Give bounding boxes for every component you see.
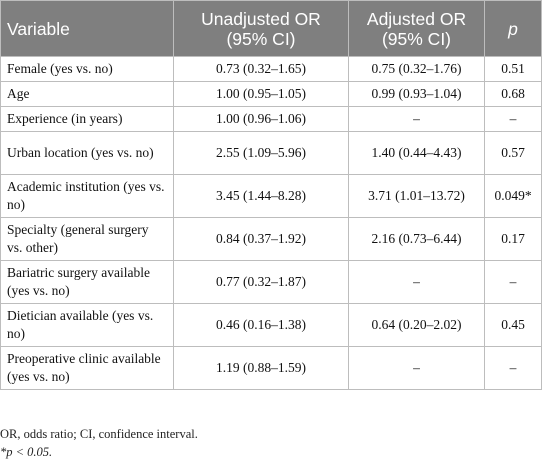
cell-unadjusted-or: 1.00 (0.96–1.06): [173, 106, 349, 132]
table-row: Academic institution (yes vs. no) 3.45 (…: [0, 174, 542, 218]
cell-p-value: 0.17: [484, 217, 542, 261]
footnote-significance-text: *p < 0.05.: [0, 445, 53, 459]
cell-p-value: 0.68: [484, 81, 542, 107]
cell-adjusted-or: –: [348, 106, 485, 132]
cell-p-value: 0.51: [484, 56, 542, 82]
table-row: Female (yes vs. no) 0.73 (0.32–1.65) 0.7…: [0, 56, 542, 82]
cell-p-value: –: [484, 106, 542, 132]
cell-adjusted-or: 0.75 (0.32–1.76): [348, 56, 485, 82]
cell-variable: Preoperative clinic available (yes vs. n…: [0, 346, 174, 390]
cell-unadjusted-or: 2.55 (1.09–5.96): [173, 131, 349, 175]
cell-variable: Specialty (general surgery vs. other): [0, 217, 174, 261]
cell-adjusted-or: 0.64 (0.20–2.02): [348, 303, 485, 347]
footnote-significance: *p < 0.05.: [0, 445, 52, 460]
cell-unadjusted-or: 3.45 (1.44–8.28): [173, 174, 349, 218]
table-row: Urban location (yes vs. no) 2.55 (1.09–5…: [0, 131, 542, 175]
cell-unadjusted-or: 1.00 (0.95–1.05): [173, 81, 349, 107]
cell-p-value: 0.57: [484, 131, 542, 175]
cell-variable: Urban location (yes vs. no): [0, 131, 174, 175]
table-header-row: Variable Unadjusted OR (95% CI) Adjusted…: [0, 0, 542, 57]
cell-adjusted-or: –: [348, 260, 485, 304]
cell-adjusted-or: 2.16 (0.73–6.44): [348, 217, 485, 261]
table-row: Bariatric surgery available (yes vs. no)…: [0, 260, 542, 304]
table-container: Variable Unadjusted OR (95% CI) Adjusted…: [0, 0, 542, 390]
table-row: Specialty (general surgery vs. other) 0.…: [0, 217, 542, 261]
header-adjusted-or: Adjusted OR (95% CI): [348, 0, 485, 57]
cell-adjusted-or: –: [348, 346, 485, 390]
cell-adjusted-or: 3.71 (1.01–13.72): [348, 174, 485, 218]
cell-unadjusted-or: 0.73 (0.32–1.65): [173, 56, 349, 82]
cell-variable: Female (yes vs. no): [0, 56, 174, 82]
cell-variable: Experience (in years): [0, 106, 174, 132]
footnote-abbreviations: OR, odds ratio; CI, confidence interval.: [0, 427, 198, 441]
cell-unadjusted-or: 0.46 (0.16–1.38): [173, 303, 349, 347]
cell-p-value: –: [484, 260, 542, 304]
table-row: Experience (in years) 1.00 (0.96–1.06) –…: [0, 106, 542, 132]
odds-ratio-table: Variable Unadjusted OR (95% CI) Adjusted…: [0, 0, 542, 390]
cell-variable: Age: [0, 81, 174, 107]
cell-unadjusted-or: 0.84 (0.37–1.92): [173, 217, 349, 261]
table-row: Dietician available (yes vs. no) 0.46 (0…: [0, 303, 542, 347]
header-unadjusted-or: Unadjusted OR (95% CI): [173, 0, 349, 57]
table-row: Age 1.00 (0.95–1.05) 0.99 (0.93–1.04) 0.…: [0, 81, 542, 107]
cell-adjusted-or: 0.99 (0.93–1.04): [348, 81, 485, 107]
cell-unadjusted-or: 0.77 (0.32–1.87): [173, 260, 349, 304]
cell-unadjusted-or: 1.19 (0.88–1.59): [173, 346, 349, 390]
cell-p-value: –: [484, 346, 542, 390]
cell-p-value: 0.45: [484, 303, 542, 347]
cell-variable: Bariatric surgery available (yes vs. no): [0, 260, 174, 304]
header-variable: Variable: [0, 0, 174, 57]
header-p-value: p: [484, 0, 542, 57]
table-row: Preoperative clinic available (yes vs. n…: [0, 346, 542, 390]
cell-variable: Dietician available (yes vs. no): [0, 303, 174, 347]
cell-adjusted-or: 1.40 (0.44–4.43): [348, 131, 485, 175]
cell-p-value: 0.049*: [484, 174, 542, 218]
cell-variable: Academic institution (yes vs. no): [0, 174, 174, 218]
